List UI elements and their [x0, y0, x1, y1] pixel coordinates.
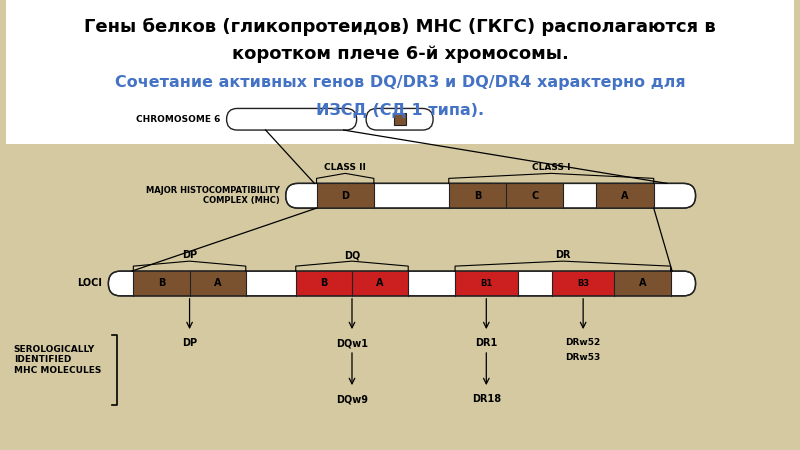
Text: CHROMOSOME 6: CHROMOSOME 6 [136, 115, 221, 124]
FancyBboxPatch shape [366, 108, 433, 130]
Text: MAJOR HISTOCOMPATIBILITY
COMPLEX (MHC): MAJOR HISTOCOMPATIBILITY COMPLEX (MHC) [146, 186, 280, 206]
Text: DR18: DR18 [472, 394, 501, 404]
Text: A: A [638, 279, 646, 288]
Text: C: C [531, 191, 538, 201]
Text: Сочетание активных генов DQ/DR3 и DQ/DR4 характерно для: Сочетание активных генов DQ/DR3 и DQ/DR4… [114, 75, 686, 90]
Text: LOCI: LOCI [78, 279, 102, 288]
Bar [317, 184, 374, 208]
Bar [134, 271, 190, 296]
Bar [449, 184, 506, 208]
Text: коротком плече 6-й хромосомы.: коротком плече 6-й хромосомы. [231, 45, 569, 63]
Text: A: A [214, 279, 222, 288]
Text: A: A [376, 279, 384, 288]
Text: DQw9: DQw9 [336, 394, 368, 404]
Bar [597, 184, 654, 208]
Text: DR1: DR1 [475, 338, 498, 348]
Text: DR: DR [555, 250, 570, 260]
Bar [506, 184, 563, 208]
Bar [455, 271, 518, 296]
Text: Гены белков (гликопротеидов) МНС (ГКГС) располагаются в: Гены белков (гликопротеидов) МНС (ГКГС) … [84, 18, 716, 36]
Bar [394, 113, 406, 125]
Text: B3: B3 [577, 279, 590, 288]
Text: B1: B1 [480, 279, 493, 288]
FancyBboxPatch shape [108, 271, 695, 296]
FancyBboxPatch shape [226, 108, 357, 130]
Bar [190, 271, 246, 296]
Text: DQw1: DQw1 [336, 338, 368, 348]
Bar [552, 271, 614, 296]
Text: DRw52: DRw52 [566, 338, 601, 347]
Bar [6, 0, 794, 144]
Bar [614, 271, 670, 296]
Text: DQ: DQ [344, 250, 360, 260]
Text: CLASS II: CLASS II [324, 163, 366, 172]
Text: B: B [158, 279, 165, 288]
Text: B: B [320, 279, 327, 288]
Bar [296, 271, 352, 296]
Text: SEROLOGICALLY
IDENTIFIED
MHC MOLECULES: SEROLOGICALLY IDENTIFIED MHC MOLECULES [14, 345, 101, 375]
Text: DP: DP [182, 338, 197, 348]
Text: B: B [474, 191, 481, 201]
Bar [352, 271, 408, 296]
Text: ИЗСД (СД 1 типа).: ИЗСД (СД 1 типа). [316, 103, 484, 118]
Text: CLASS I: CLASS I [532, 163, 570, 172]
Text: D: D [342, 191, 350, 201]
Text: A: A [622, 191, 629, 201]
Text: DRw53: DRw53 [566, 353, 601, 362]
FancyBboxPatch shape [286, 184, 695, 208]
Text: DP: DP [182, 250, 197, 260]
